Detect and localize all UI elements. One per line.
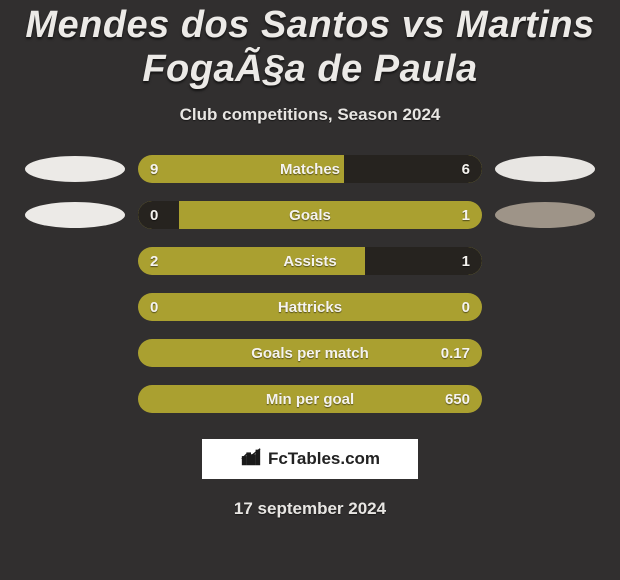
stat-value-right: 6	[450, 155, 482, 183]
player-ellipse-right	[495, 156, 595, 182]
stat-value-left	[138, 339, 162, 367]
stat-row: Hattricks0 0	[15, 293, 605, 321]
stat-label: Goals	[138, 201, 482, 229]
stat-bar: Goals per match0.17	[138, 339, 482, 367]
stat-row: Matches9 6	[15, 155, 605, 183]
stat-bar: Assists2 1	[138, 247, 482, 275]
stat-bar: Min per goal650	[138, 385, 482, 413]
player-ellipse-left	[25, 156, 125, 182]
player-ellipse-right	[495, 202, 595, 228]
stat-value-right: 650	[433, 385, 482, 413]
stat-value-left: 2	[138, 247, 170, 275]
stat-row: Goals0 1	[15, 201, 605, 229]
stat-label: Matches	[138, 155, 482, 183]
branding-chart-icon	[240, 446, 262, 473]
stat-bar: Goals0 1	[138, 201, 482, 229]
stat-row: Goals per match0.17	[15, 339, 605, 367]
stat-value-right: 0	[450, 293, 482, 321]
comparison-card: Mendes dos Santos vs Martins FogaÃ§a de …	[0, 0, 620, 580]
player-ellipse-left	[25, 202, 125, 228]
stat-label: Min per goal	[138, 385, 482, 413]
stat-value-left	[138, 385, 162, 413]
stat-bar: Hattricks0 0	[138, 293, 482, 321]
stat-row: Assists2 1	[15, 247, 605, 275]
stat-value-left: 0	[138, 201, 170, 229]
stat-bar: Matches9 6	[138, 155, 482, 183]
stat-label: Hattricks	[138, 293, 482, 321]
stat-value-right: 1	[450, 247, 482, 275]
stat-value-left: 9	[138, 155, 170, 183]
branding-badge: FcTables.com	[202, 439, 418, 479]
stat-value-left: 0	[138, 293, 170, 321]
stat-value-right: 1	[450, 201, 482, 229]
page-title: Mendes dos Santos vs Martins FogaÃ§a de …	[0, 0, 620, 91]
stats-container: Matches96Goals01Assists21Hattricks00Goal…	[0, 155, 620, 413]
branding-text: FcTables.com	[268, 449, 380, 469]
date-label: 17 september 2024	[234, 499, 386, 519]
stat-value-right: 0.17	[429, 339, 482, 367]
stat-row: Min per goal650	[15, 385, 605, 413]
subtitle: Club competitions, Season 2024	[180, 105, 441, 125]
stat-label: Assists	[138, 247, 482, 275]
